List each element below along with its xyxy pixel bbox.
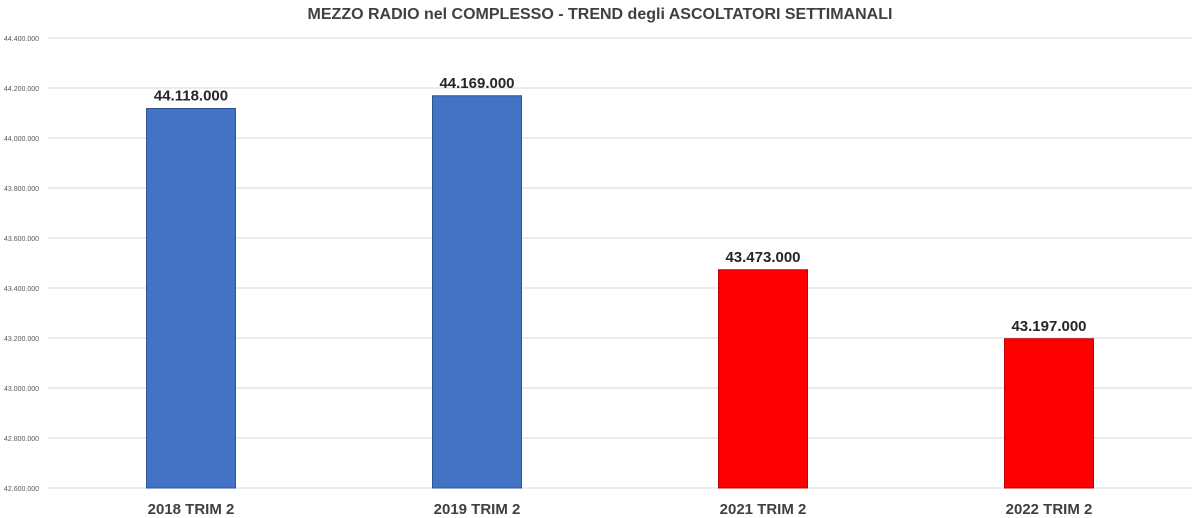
bar <box>718 269 808 489</box>
x-tick-label: 2022 TRIM 2 <box>1006 501 1093 518</box>
y-tick-label: 43.600.000 <box>4 236 39 243</box>
chart-title: MEZZO RADIO nel COMPLESSO - TREND degli … <box>307 6 893 23</box>
data-label: 44.169.000 <box>439 75 514 92</box>
bar <box>1004 338 1094 489</box>
y-tick-label: 43.000.000 <box>4 386 39 393</box>
data-label: 44.118.000 <box>154 88 228 105</box>
data-label: 43.197.000 <box>1011 318 1086 335</box>
y-tick-label: 44.400.000 <box>4 36 39 43</box>
bar <box>432 95 522 489</box>
data-label: 43.473.000 <box>725 249 800 266</box>
x-tick-label: 2021 TRIM 2 <box>720 501 807 518</box>
y-tick-label: 44.200.000 <box>4 86 39 93</box>
bar <box>146 108 236 489</box>
x-tick-label: 2019 TRIM 2 <box>434 501 521 518</box>
x-tick-label: 2018 TRIM 2 <box>148 501 235 518</box>
y-tick-label: 42.600.000 <box>4 486 39 493</box>
y-tick-label: 42.800.000 <box>4 436 39 443</box>
y-tick-label: 43.400.000 <box>4 286 39 293</box>
y-tick-label: 43.200.000 <box>4 336 39 343</box>
y-tick-label: 43.800.000 <box>4 186 39 193</box>
y-tick-label: 44.000.000 <box>4 136 39 143</box>
